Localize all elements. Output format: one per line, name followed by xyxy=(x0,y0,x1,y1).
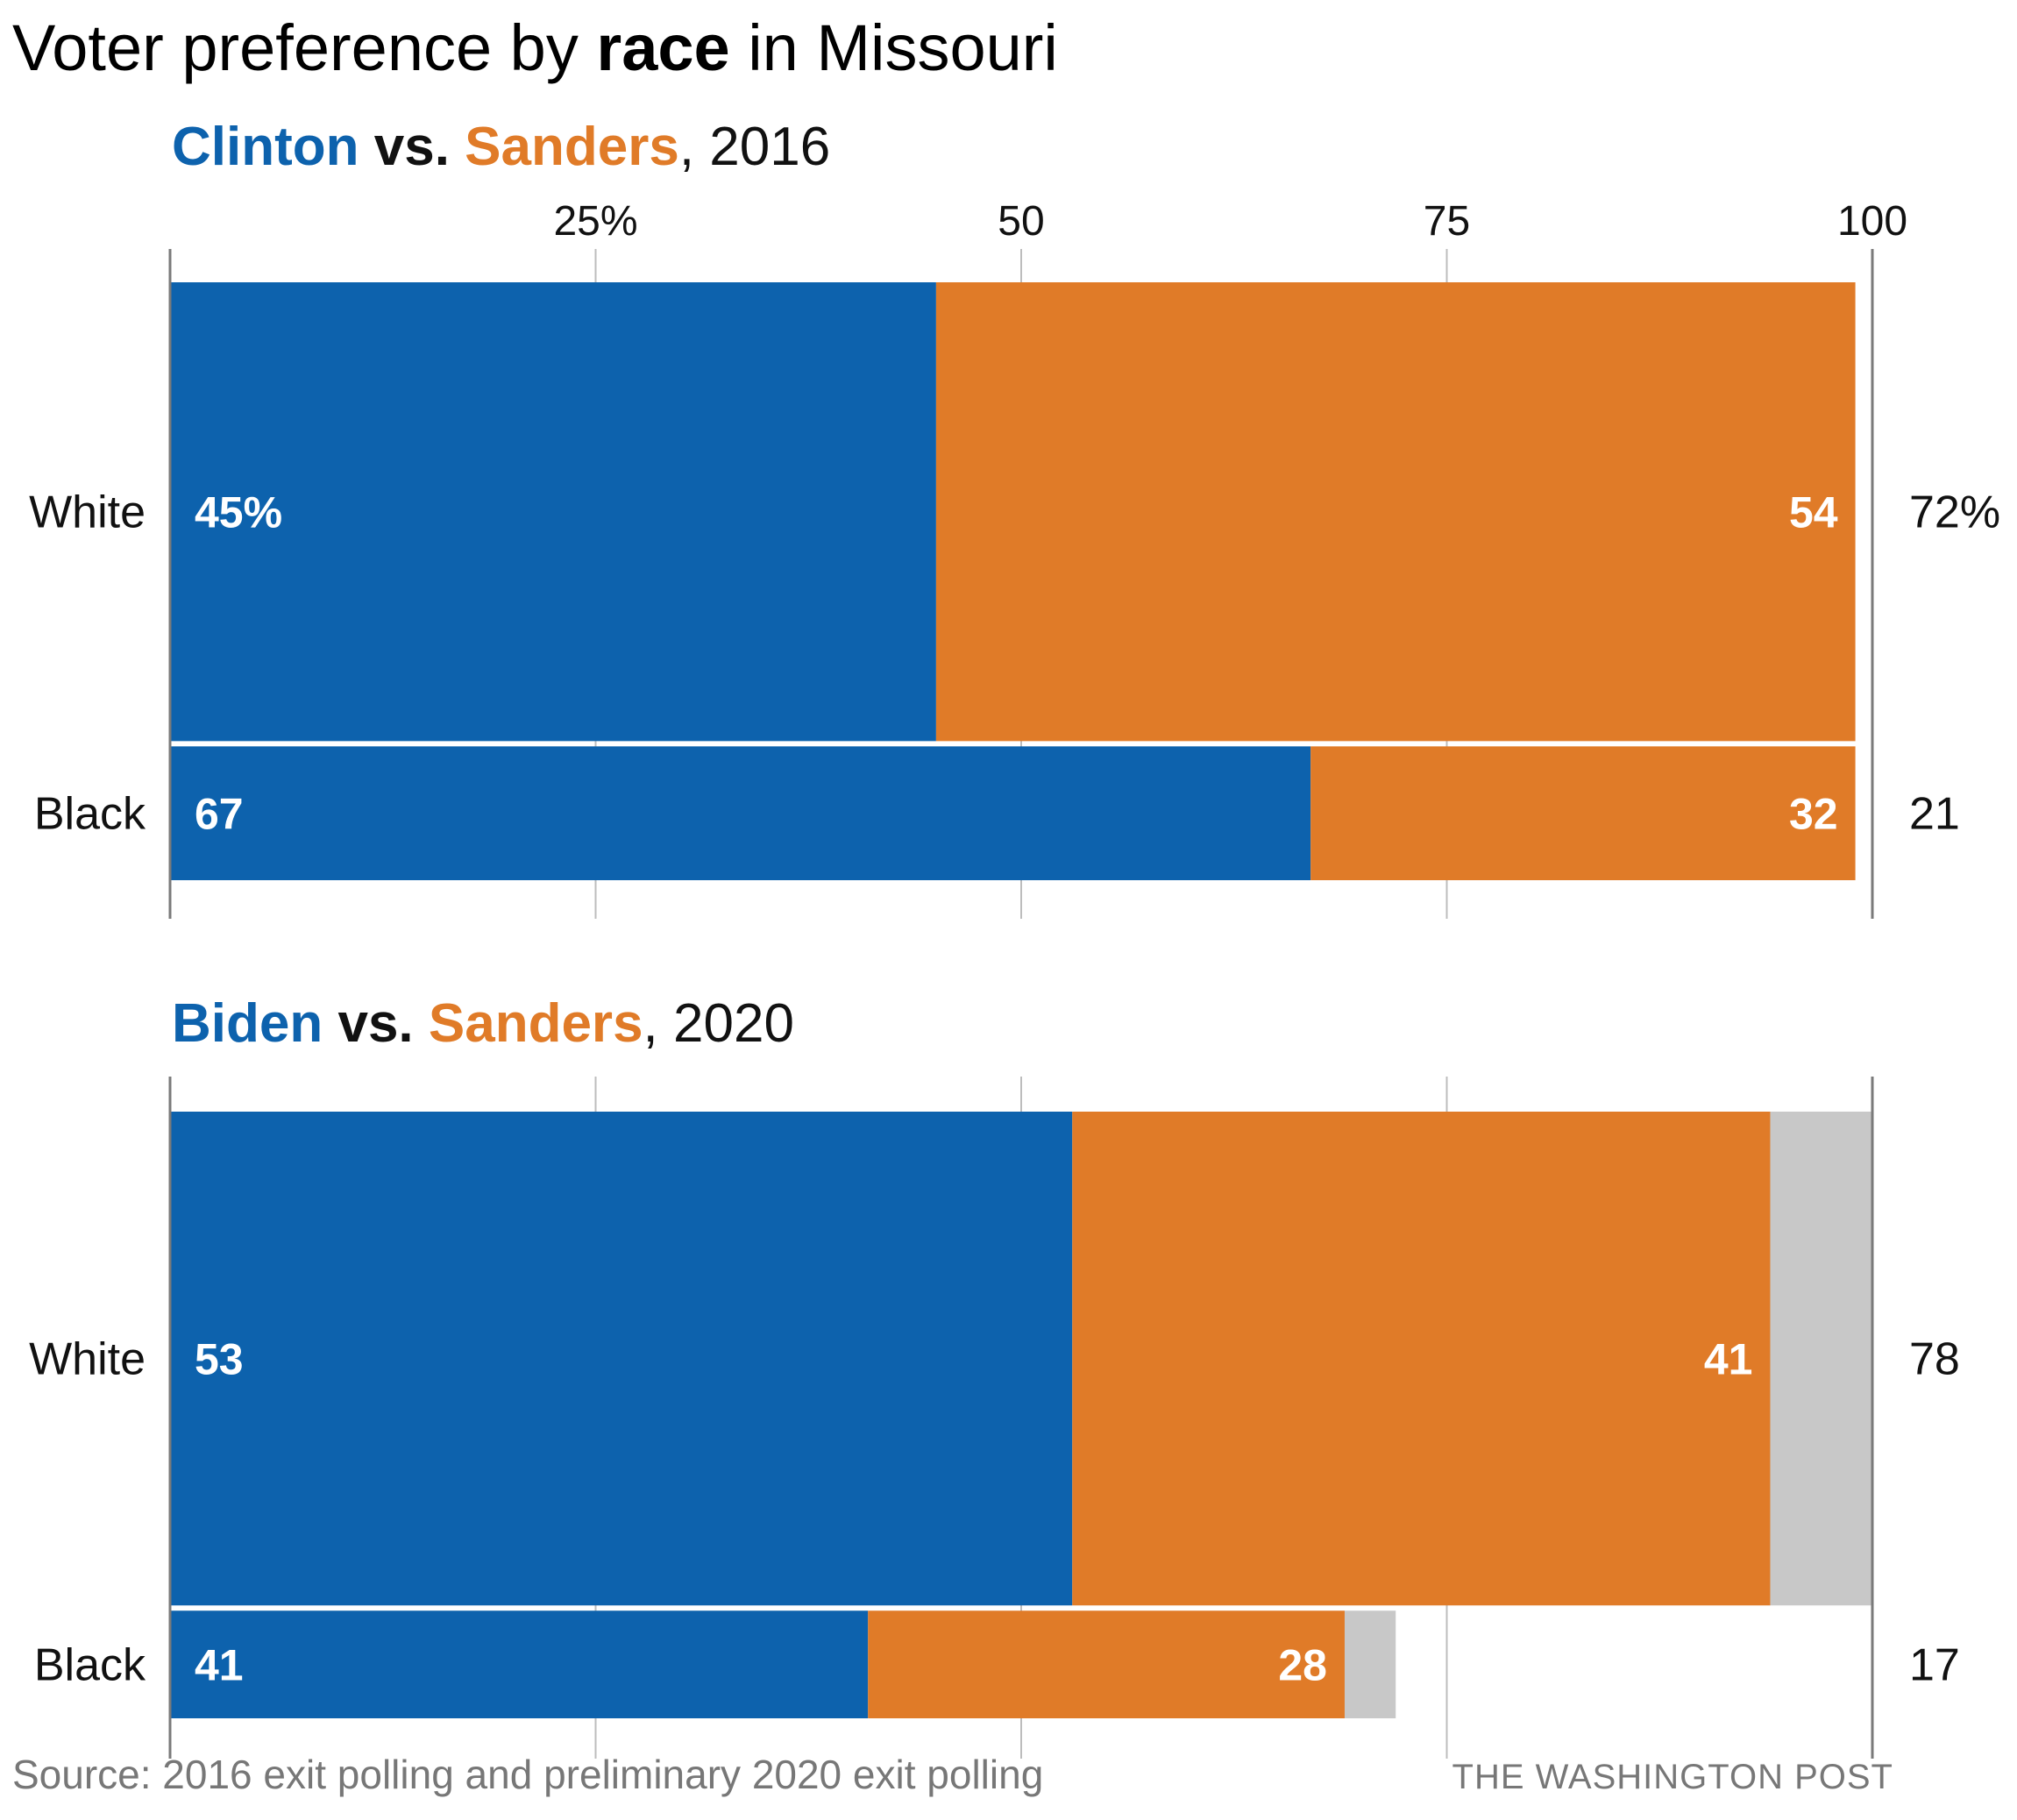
share-of-electorate-label: 21 xyxy=(1909,789,1960,840)
x-tick-label: 25% xyxy=(553,198,637,245)
share-of-electorate-label: 78 xyxy=(1909,1334,1960,1385)
data-label-second: 28 xyxy=(1278,1641,1327,1690)
bar-segment-sanders xyxy=(935,282,1856,742)
category-label: White xyxy=(29,487,146,538)
data-label-first: 41 xyxy=(195,1641,244,1690)
data-label-first: 67 xyxy=(195,790,244,839)
subtitle-first-candidate: Clinton xyxy=(172,117,359,177)
bar-segment-biden xyxy=(170,1610,869,1718)
data-label-first: 45% xyxy=(195,488,282,537)
bar-segment-other xyxy=(1344,1610,1396,1718)
subtitle-second-candidate: Sanders xyxy=(465,117,679,177)
bar-row-black: Black 41 28 17 xyxy=(34,1610,1960,1718)
bar-row-white: White 45% 54 72% xyxy=(29,282,2000,742)
bar-segment-biden xyxy=(170,1112,1073,1606)
chart-title: Voter preference by race in Missouri xyxy=(12,11,1058,84)
subtitle-year: , 2020 xyxy=(643,993,794,1054)
x-tick-label: 75 xyxy=(1424,198,1470,245)
bar-row-black: Black 67 32 21 xyxy=(34,746,1960,880)
bar-row-white: White 53 41 78 xyxy=(29,1112,1960,1606)
source-note: Source: 2016 exit polling and preliminar… xyxy=(12,1752,1043,1797)
share-of-electorate-label: 72% xyxy=(1909,487,2000,538)
chart-title-suffix: in Missouri xyxy=(730,11,1058,84)
category-label: Black xyxy=(34,789,146,840)
bar-segment-other xyxy=(1770,1112,1872,1606)
bar-segment-sanders xyxy=(1310,746,1856,880)
data-label-second: 32 xyxy=(1789,790,1838,839)
subtitle-vs: vs. xyxy=(323,993,429,1054)
chart-title-emphasis: race xyxy=(596,11,729,84)
bar-segment-sanders xyxy=(1072,1112,1771,1606)
chart-title-prefix: Voter preference by xyxy=(12,11,596,84)
subtitle-year: , 2016 xyxy=(679,117,830,177)
x-tick-label: 50 xyxy=(998,198,1044,245)
publisher-credit: THE WASHINGTON POST xyxy=(1452,1758,1893,1796)
panel-2: Biden vs. Sanders, 2020 White 53 41 78 Black 4… xyxy=(29,993,1960,1759)
data-label-second: 41 xyxy=(1704,1335,1753,1384)
panel-subtitle: Clinton vs. Sanders, 2016 xyxy=(172,117,830,177)
share-of-electorate-label: 17 xyxy=(1909,1640,1960,1691)
data-label-second: 54 xyxy=(1789,488,1838,537)
panel-1: Clinton vs. Sanders, 2016 25% 50 75 100 White… xyxy=(29,117,2000,919)
data-label-first: 53 xyxy=(195,1335,244,1384)
category-label: Black xyxy=(34,1640,146,1691)
bar-segment-clinton xyxy=(170,746,1311,880)
subtitle-first-candidate: Biden xyxy=(172,993,323,1054)
category-label: White xyxy=(29,1334,146,1385)
panel-subtitle: Biden vs. Sanders, 2020 xyxy=(172,993,794,1054)
bar-segment-clinton xyxy=(170,282,936,742)
subtitle-vs: vs. xyxy=(359,117,465,177)
x-tick-label: 100 xyxy=(1837,198,1907,245)
subtitle-second-candidate: Sanders xyxy=(429,993,643,1054)
bar-segment-sanders xyxy=(868,1610,1345,1718)
